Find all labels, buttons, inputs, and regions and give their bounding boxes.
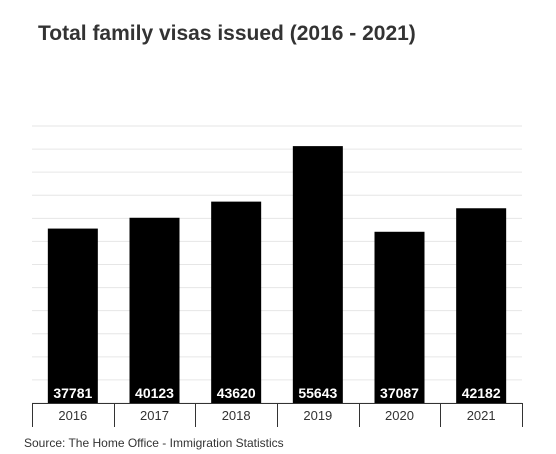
bar-2018 <box>211 201 262 403</box>
data-label: 43620 <box>217 385 256 401</box>
x-tick-label: 2018 <box>222 408 251 423</box>
x-tick-label: 2019 <box>303 408 332 423</box>
source-note: Source: The Home Office - Immigration St… <box>24 436 284 450</box>
bar-2017 <box>129 217 180 403</box>
bars <box>47 146 507 404</box>
data-label: 37087 <box>380 385 419 401</box>
bar-2016 <box>47 228 98 403</box>
data-label: 55643 <box>298 385 337 401</box>
x-axis: 2016 2017 2018 2019 2020 2021 <box>32 403 523 427</box>
bar-2021 <box>456 208 507 403</box>
bar-chart: 37781 40123 43620 55643 37087 42182 2016 2017 2… <box>32 125 523 427</box>
data-label: 42182 <box>462 385 501 401</box>
gridlines <box>32 125 522 404</box>
x-tick-label: 2017 <box>140 408 169 423</box>
data-label: 37781 <box>53 385 92 401</box>
chart-title: Total family visas issued (2016 - 2021) <box>38 22 416 45</box>
x-tick-label: 2020 <box>385 408 414 423</box>
bar-2020 <box>374 231 425 403</box>
value-labels: 37781 40123 43620 55643 37087 42182 <box>53 385 500 401</box>
data-label: 40123 <box>135 385 174 401</box>
x-tick-label: 2021 <box>467 408 496 423</box>
x-tick-label: 2016 <box>58 408 87 423</box>
bar-2019 <box>292 146 343 404</box>
